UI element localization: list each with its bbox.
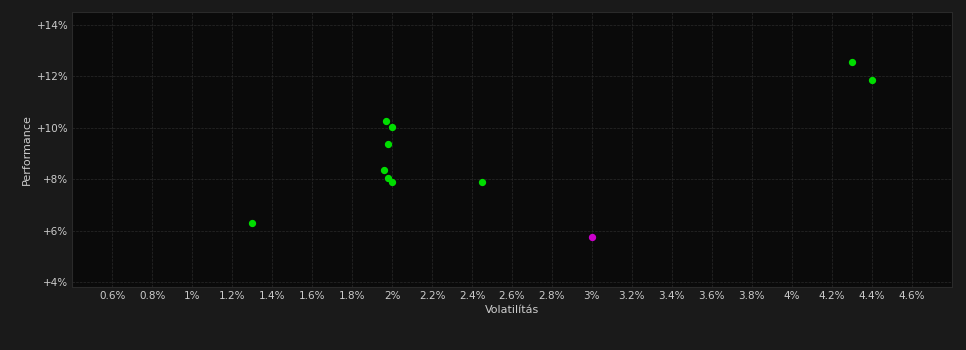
Point: [864, 77, 879, 83]
Point: [377, 167, 392, 173]
Point: [379, 119, 394, 124]
Point: [244, 220, 260, 226]
Point: [384, 124, 400, 129]
Point: [474, 179, 490, 184]
Point: [844, 60, 860, 65]
Y-axis label: Performance: Performance: [22, 114, 33, 185]
Point: [384, 179, 400, 184]
Point: [381, 175, 396, 181]
Point: [584, 234, 600, 240]
Point: [381, 142, 396, 147]
X-axis label: Volatilítás: Volatilítás: [485, 305, 539, 315]
